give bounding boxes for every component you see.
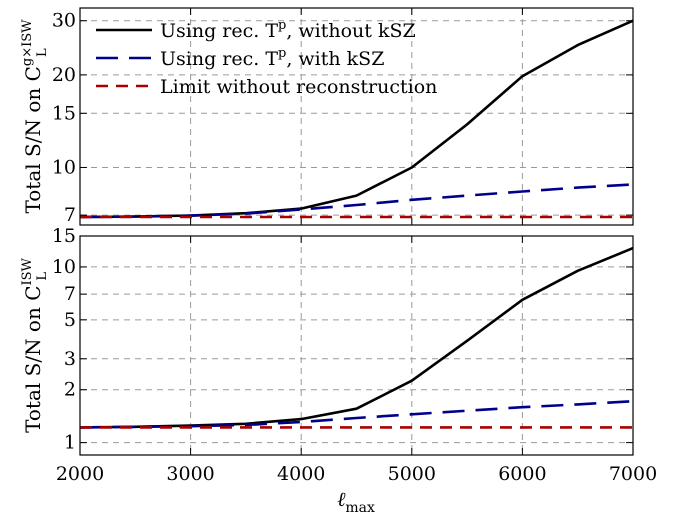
legend-label: Using rec. Tp, without kSZ [160,18,416,42]
y-tick-label: 10 [52,156,76,178]
legend-label: Using rec. Tp, with kSZ [160,46,384,70]
x-axis-title-sub: max [345,500,375,516]
y-tick-label: 7 [64,204,76,226]
plot-frame [79,235,634,456]
y-tick-label: 10 [52,256,76,278]
legend-label-suffix: , without kSZ [286,20,415,42]
series-line-1 [79,19,634,219]
y-tick-label: 7 [64,283,76,305]
legend-label-sup: p [278,18,286,33]
y-axis-title-sub: L [35,48,50,57]
y-axis-title-main: Total S/N on C [21,285,45,432]
y-tick-label: 30 [52,10,76,32]
grid [80,8,633,225]
y-tick-label: 20 [52,64,76,86]
legend-label-main: Using rec. T [160,48,278,70]
plot-frame [79,7,634,226]
x-tick-label: 4000 [277,463,325,485]
legend-label: Limit without reconstruction [160,76,437,98]
legend-label-main: Using rec. T [160,20,278,42]
y-tick-label: 3 [64,348,76,370]
x-tick-label: 7000 [609,463,657,485]
grid [80,235,633,455]
x-tick-label: 6000 [498,463,546,485]
x-tick-label: 5000 [388,463,436,485]
y-tick-label: 15 [52,102,76,124]
y-axis-title-sup: g×ISW [20,19,35,66]
y-axis-title: Total S/N on Cg×ISWL [20,19,50,214]
y-tick-label: 2 [64,379,76,401]
series-line-2 [79,183,634,219]
legend-label-main: Limit without reconstruction [160,76,437,98]
y-axis-title-main: Total S/N on C [21,66,45,213]
x-axis-title-main: ℓ [337,487,346,511]
y-axis-title: Total S/N on CISWL [20,257,50,432]
y-tick-label: 5 [64,309,76,331]
x-axis-title: ℓmax [337,487,375,516]
y-tick-label: 15 [52,225,76,247]
y-axis-title-sup: ISW [20,257,35,285]
y-axis-title-sub: L [35,272,50,281]
series-line-2 [79,399,634,429]
series-line-1 [79,246,634,429]
y-tick-label: 1 [64,432,76,454]
legend-label-suffix: , with kSZ [286,48,384,70]
legend-label-sup: p [278,46,286,61]
x-tick-label: 3000 [166,463,214,485]
panel-2: 1 2 3 5 7 10 15 2000 3000 4000 5000 6000 7000 Total S… [20,225,657,485]
x-tick-label: 2000 [56,463,104,485]
